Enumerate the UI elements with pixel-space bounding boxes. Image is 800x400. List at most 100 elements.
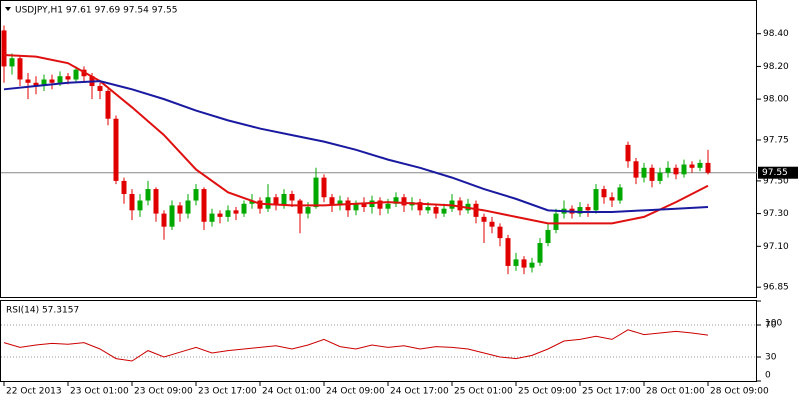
- candle-body: [225, 210, 231, 217]
- candle-body: [505, 238, 511, 266]
- candle-body: [385, 203, 391, 209]
- candle-body: [657, 172, 663, 181]
- candle-body: [441, 208, 447, 214]
- chart-title: USDJPY,H1 97.61 97.69 97.54 97.55: [15, 6, 177, 16]
- candle-body: [577, 207, 583, 214]
- candle-body: [321, 177, 327, 198]
- y-tick-label: 30: [765, 353, 777, 363]
- candle-body: [649, 167, 655, 181]
- candle-body: [617, 187, 623, 201]
- candle-body: [305, 207, 311, 214]
- candle-body: [281, 193, 287, 206]
- y-tick-label: 96.85: [763, 283, 789, 293]
- candle-body: [161, 213, 167, 227]
- candle-body: [521, 259, 527, 268]
- candle-body: [377, 200, 383, 209]
- x-tick-label: 28 Oct 09:00: [710, 387, 769, 397]
- candle-body: [1, 30, 7, 67]
- candle-body: [249, 200, 255, 204]
- x-tick-label: 25 Oct 01:00: [454, 387, 513, 397]
- candle-body: [609, 197, 615, 201]
- rsi-line: [3, 329, 709, 362]
- candle-body: [313, 177, 319, 208]
- y-tick-label: 98.00: [763, 95, 789, 105]
- x-tick-label: 28 Oct 01:00: [646, 387, 705, 397]
- menu-icon: [5, 7, 11, 11]
- candle-body: [497, 226, 503, 239]
- candle-body: [337, 200, 343, 206]
- candle-body: [473, 203, 479, 217]
- candle-body: [153, 189, 159, 214]
- candle-body: [345, 200, 351, 211]
- candle-body: [481, 216, 487, 222]
- candle-body: [113, 118, 119, 181]
- candle-body: [41, 79, 47, 87]
- candle-body: [329, 197, 335, 206]
- candle-body: [145, 189, 151, 201]
- candle-body: [137, 200, 143, 211]
- candle-body: [105, 90, 111, 119]
- y-tick-label: 97.75: [763, 136, 789, 146]
- candle-body: [169, 205, 175, 227]
- candle-body: [201, 189, 207, 222]
- x-tick-label: 24 Oct 09:00: [326, 387, 385, 397]
- x-tick-label: 23 Oct 01:00: [70, 387, 129, 397]
- y-tick-label: 70: [765, 321, 777, 331]
- candle-body: [57, 76, 63, 83]
- candle-body: [17, 58, 23, 80]
- rsi-panel: [0, 300, 757, 382]
- candle-body: [529, 262, 535, 268]
- candle-body: [129, 193, 135, 211]
- moving-average: [3, 53, 709, 225]
- candle-body: [361, 203, 367, 208]
- candle-body: [185, 200, 191, 214]
- candle-body: [545, 229, 551, 244]
- x-tick-label: 24 Oct 01:00: [262, 387, 321, 397]
- candle-body: [513, 259, 519, 266]
- y-tick-label: 97.50: [763, 176, 789, 186]
- candle-body: [9, 58, 15, 67]
- candle-body: [681, 164, 687, 175]
- candle-body: [697, 162, 703, 168]
- candle-body: [401, 197, 407, 206]
- y-tick-label: 97.10: [763, 242, 789, 252]
- candle-body: [705, 162, 711, 173]
- candle-body: [33, 82, 39, 87]
- candle-body: [665, 167, 671, 173]
- candle-body: [593, 189, 599, 211]
- x-tick-label: 24 Oct 17:00: [390, 387, 449, 397]
- candle-body: [49, 79, 55, 83]
- candle-body: [265, 197, 271, 209]
- rsi-title: RSI(14) 57.3157: [6, 306, 79, 316]
- candle-body: [233, 210, 239, 214]
- y-tick-label: 100: [765, 319, 782, 329]
- candle-body: [601, 189, 607, 198]
- candle-body: [353, 203, 359, 211]
- x-tick-label: 23 Oct 09:00: [134, 387, 193, 397]
- candle-body: [273, 197, 279, 206]
- price-panel: [0, 0, 757, 298]
- candle-body: [625, 144, 631, 162]
- y-tick-label: 98.40: [763, 29, 789, 39]
- candle-body: [177, 205, 183, 214]
- y-tick-label: 0: [765, 371, 771, 381]
- last-price-box: [758, 166, 798, 179]
- candle-body: [425, 207, 431, 211]
- candle-body: [417, 202, 423, 211]
- candle-body: [73, 69, 79, 80]
- candle-body: [393, 197, 399, 204]
- candle-body: [553, 213, 559, 230]
- candle-body: [217, 213, 223, 217]
- x-tick-label: 22 Oct 2013: [6, 387, 62, 397]
- candle-body: [121, 180, 127, 194]
- x-tick-label: 25 Oct 17:00: [582, 387, 641, 397]
- x-tick-label: 25 Oct 09:00: [518, 387, 577, 397]
- candle-body: [537, 243, 543, 263]
- last-price-label: 97.55: [762, 168, 788, 178]
- candle-body: [97, 86, 103, 91]
- candle-body: [241, 203, 247, 214]
- candle-body: [433, 207, 439, 214]
- candle-body: [585, 207, 591, 211]
- candle-body: [289, 193, 295, 201]
